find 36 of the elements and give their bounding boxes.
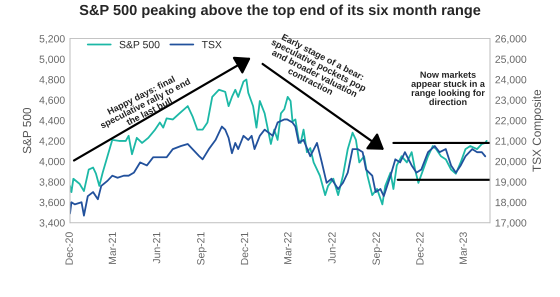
y-tick-label: 3,400 xyxy=(39,219,65,228)
x-tick-label: Dec-22 xyxy=(416,232,424,264)
x-tick-label: Mar-22 xyxy=(284,232,292,264)
legend-label: S&P 500 xyxy=(120,40,160,48)
y2-tick-label: 19,000 xyxy=(496,178,526,187)
x-tick-label: Dec-21 xyxy=(240,232,248,264)
y-tick-label: 3,600 xyxy=(39,198,65,208)
x-tick-label: Jun-21 xyxy=(152,232,160,264)
x-tick-label: Mar-21 xyxy=(108,232,116,264)
y2-tick-label: 24,000 xyxy=(495,76,526,85)
y2-tick-label: 20,000 xyxy=(495,158,526,166)
y2-tick-label: 25,000 xyxy=(495,56,526,64)
y-tick-label: 5,200 xyxy=(39,35,65,44)
y2-tick-label: 18,000 xyxy=(496,198,526,208)
y-tick-label: 4,400 xyxy=(39,116,65,126)
y-axis-title: S&P 500 xyxy=(22,108,32,154)
legend-label: TSX xyxy=(202,40,222,48)
chart-title: S&P 500 peaking above the top end of its six month range xyxy=(80,4,480,18)
y2-tick-label: 22,000 xyxy=(495,116,526,126)
y2-tick-label: 21,000 xyxy=(495,137,526,146)
y2-tick-label: 23,000 xyxy=(495,96,526,106)
y2-axis-title: TSX Composite xyxy=(532,90,544,172)
y-tick-label: 4,600 xyxy=(39,96,65,106)
y2-tick-label: 17,000 xyxy=(496,219,526,228)
y-tick-label: 4,200 xyxy=(39,137,65,146)
y2-tick-label: 26,000 xyxy=(495,35,526,44)
y-tick-label: 5,000 xyxy=(39,56,65,64)
x-tick-label: Mar-23 xyxy=(459,232,467,264)
y-tick-label: 3,800 xyxy=(39,178,65,187)
x-tick-label: Jun-22 xyxy=(328,232,336,264)
annotation: Now markets appear stuck in a range looking for direction xyxy=(411,71,485,106)
y-tick-label: 4,800 xyxy=(39,76,65,85)
y-tick-label: 4,000 xyxy=(39,158,65,166)
x-tick-label: Sep-21 xyxy=(197,232,207,265)
x-tick-label: Dec-20 xyxy=(65,232,73,264)
x-tick-label: Sep-22 xyxy=(372,232,382,265)
